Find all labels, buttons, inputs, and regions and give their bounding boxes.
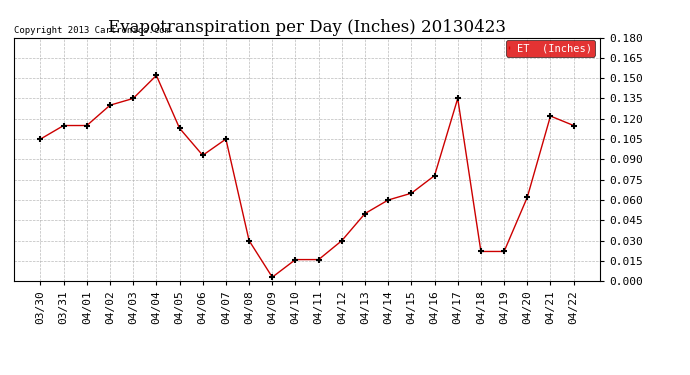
Legend: ET  (Inches): ET (Inches) (506, 40, 595, 57)
Title: Evapotranspiration per Day (Inches) 20130423: Evapotranspiration per Day (Inches) 2013… (108, 19, 506, 36)
Text: Copyright 2013 Cartronics.com: Copyright 2013 Cartronics.com (14, 26, 170, 35)
